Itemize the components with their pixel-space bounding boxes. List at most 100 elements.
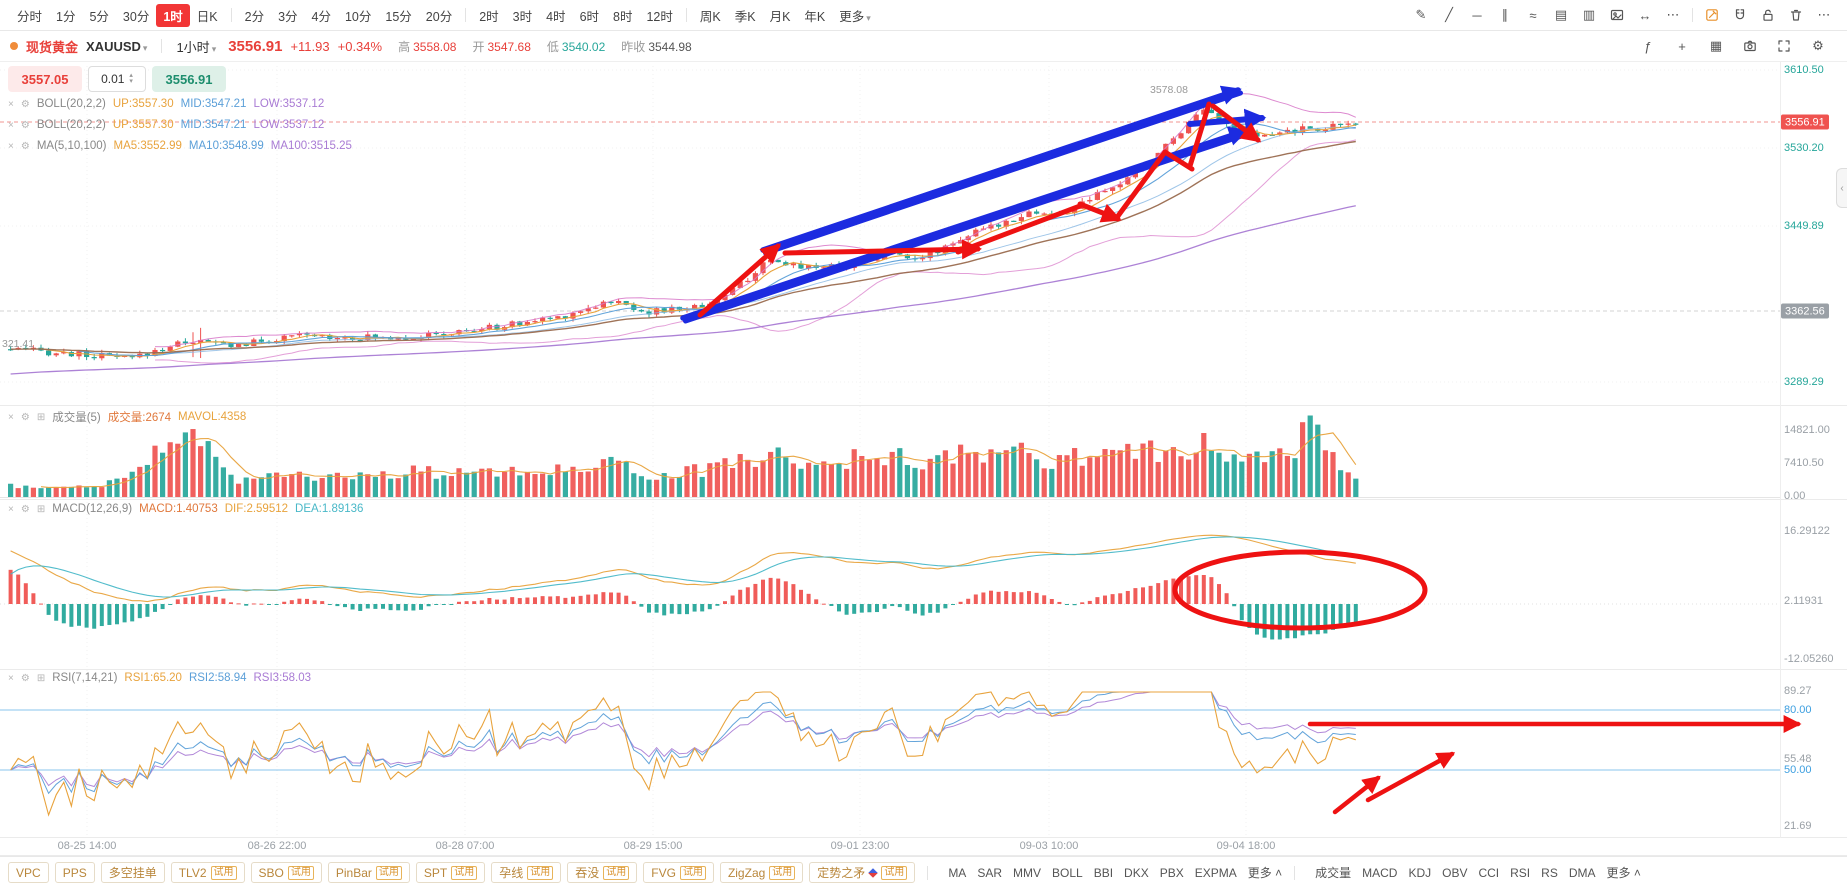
indicator-item-PBX[interactable]: PBX bbox=[1159, 865, 1184, 880]
step-down-icon[interactable]: ▾ bbox=[129, 78, 133, 85]
strategy-chip-TLV2[interactable]: TLV2 试用 bbox=[170, 862, 245, 883]
timeframe-2分[interactable]: 2分 bbox=[244, 9, 265, 24]
close-icon[interactable]: × bbox=[8, 98, 14, 110]
timeframe-4分[interactable]: 4分 bbox=[311, 9, 331, 24]
note-icon[interactable] bbox=[1699, 4, 1725, 26]
indicator-item-MMV[interactable]: MMV bbox=[1013, 865, 1041, 880]
indicator-item-BOLL[interactable]: BOLL bbox=[1052, 865, 1083, 880]
compare-icon[interactable]: + bbox=[1678, 38, 1686, 54]
indicator-item-RS[interactable]: RS bbox=[1541, 865, 1558, 880]
indicator-item-KDJ[interactable]: KDJ bbox=[1408, 865, 1432, 880]
more-timeframes-button[interactable]: 更多 ▾ bbox=[832, 4, 878, 27]
step-up-icon[interactable]: ▴ bbox=[129, 72, 133, 79]
indicator-item-SAR[interactable]: SAR bbox=[977, 865, 1002, 880]
indicator-item-DKX[interactable]: DKX bbox=[1124, 865, 1149, 880]
image-icon[interactable] bbox=[1604, 4, 1630, 26]
close-icon[interactable]: × bbox=[8, 119, 14, 131]
settings-icon[interactable]: ⚙ bbox=[20, 411, 30, 423]
indicator-item-BBI[interactable]: BBI bbox=[1093, 865, 1114, 880]
layout-icon[interactable]: ▦ bbox=[1709, 38, 1723, 53]
interval-selector[interactable]: 1小时 ▾ bbox=[176, 37, 216, 56]
ruler-icon[interactable]: ↔ bbox=[1638, 7, 1652, 23]
indicator-item-DMA[interactable]: DMA bbox=[1568, 865, 1596, 880]
timeframe-12时[interactable]: 12时 bbox=[646, 9, 673, 24]
strategy-chip-ZigZag[interactable]: ZigZag 试用 bbox=[719, 862, 804, 883]
strategy-chip-FVG[interactable]: FVG 试用 bbox=[643, 862, 714, 883]
indicator-item-MA[interactable]: MA bbox=[948, 865, 967, 880]
bars-pattern-icon[interactable]: ▥ bbox=[1582, 7, 1596, 22]
pattern-icon[interactable]: ▤ bbox=[1554, 7, 1568, 22]
indicator-item-MACD[interactable]: MACD bbox=[1362, 865, 1398, 880]
strategy-chip-定势之矛[interactable]: 定势之矛 试用 bbox=[809, 862, 916, 883]
fullscreen-icon[interactable] bbox=[1771, 35, 1797, 57]
indicator-item-OBV[interactable]: OBV bbox=[1442, 865, 1468, 880]
timeframe-季K[interactable]: 季K bbox=[734, 9, 756, 24]
maximize-icon[interactable]: ⊞ bbox=[36, 411, 46, 423]
timeframe-6时[interactable]: 6时 bbox=[579, 9, 600, 24]
horizontal-line-icon[interactable]: ─ bbox=[1472, 7, 1482, 23]
timeframe-1分[interactable]: 1分 bbox=[56, 9, 76, 24]
close-icon[interactable]: × bbox=[8, 411, 14, 423]
symbol-selector[interactable]: XAUUSD ▾ bbox=[86, 39, 147, 54]
close-icon[interactable]: × bbox=[8, 672, 14, 684]
timeframe-4时[interactable]: 4时 bbox=[546, 9, 566, 24]
settings-icon[interactable]: ⚙ bbox=[20, 119, 30, 131]
timeframe-30分[interactable]: 30分 bbox=[122, 9, 150, 24]
timeframe-月K[interactable]: 月K bbox=[769, 9, 791, 24]
strategy-chip-吞没[interactable]: 吞没 试用 bbox=[567, 862, 638, 883]
timeframe-日K[interactable]: 日K bbox=[196, 9, 218, 24]
timeframe-3时[interactable]: 3时 bbox=[512, 9, 533, 24]
strategy-chip-PinBar[interactable]: PinBar 试用 bbox=[327, 862, 410, 883]
strategy-chip-SPT[interactable]: SPT 试用 bbox=[415, 862, 486, 883]
close-icon[interactable]: × bbox=[8, 503, 14, 515]
buy-price-button[interactable]: 3556.91 bbox=[152, 66, 226, 92]
more-button[interactable]: 更多 ˄ bbox=[1247, 866, 1283, 880]
timeframe-2时[interactable]: 2时 bbox=[479, 9, 499, 24]
magnet-icon[interactable] bbox=[1727, 4, 1753, 26]
close-icon[interactable]: × bbox=[8, 140, 14, 152]
timeframe-15分[interactable]: 15分 bbox=[385, 9, 412, 24]
indicator-item-CCI[interactable]: CCI bbox=[1478, 865, 1500, 880]
timeframe-周K[interactable]: 周K bbox=[699, 9, 721, 24]
indicator-icon[interactable]: ƒ bbox=[1644, 38, 1652, 54]
timeframe-5分[interactable]: 5分 bbox=[89, 9, 109, 24]
indicator-item-RSI[interactable]: RSI bbox=[1510, 865, 1531, 880]
timeframe-8时[interactable]: 8时 bbox=[613, 9, 633, 24]
trash-icon[interactable] bbox=[1783, 4, 1809, 26]
chevron-down-icon: ▾ bbox=[211, 43, 217, 54]
strategy-chip-VPC[interactable]: VPC bbox=[8, 862, 49, 883]
settings-icon[interactable]: ⚙ bbox=[20, 672, 30, 684]
settings-icon[interactable]: ⚙ bbox=[1812, 38, 1824, 53]
trendline-icon[interactable]: ╱ bbox=[1445, 7, 1453, 22]
timeframe-3分[interactable]: 3分 bbox=[278, 9, 298, 24]
more-tools-icon[interactable]: ⋯ bbox=[1817, 7, 1831, 22]
more-button[interactable]: 更多 ˄ bbox=[1606, 866, 1641, 880]
strategy-chip-孕线[interactable]: 孕线 试用 bbox=[491, 862, 562, 883]
quantity-stepper[interactable]: 0.01 ▴ ▾ bbox=[88, 66, 146, 92]
strategy-chip-多空挂单[interactable]: 多空挂单 bbox=[100, 862, 165, 883]
settings-icon[interactable]: ⚙ bbox=[20, 503, 30, 515]
pencil-icon[interactable]: ✎ bbox=[1415, 7, 1427, 22]
timeframe-年K[interactable]: 年K bbox=[804, 9, 826, 24]
parallel-channel-icon[interactable]: ∥ bbox=[1501, 7, 1509, 22]
indicator-item-EXPMA[interactable]: EXPMA bbox=[1194, 865, 1237, 880]
collapse-axis-handle[interactable]: ‹ bbox=[1836, 168, 1847, 208]
timeframe-20分[interactable]: 20分 bbox=[425, 9, 453, 24]
unlock-icon[interactable] bbox=[1755, 4, 1781, 26]
maximize-icon[interactable]: ⊞ bbox=[36, 503, 46, 515]
timeframe-1时[interactable]: 1时 bbox=[156, 3, 190, 27]
sell-price-button[interactable]: 3557.05 bbox=[8, 66, 82, 92]
symbol-name[interactable]: 现货黄金 bbox=[26, 39, 79, 55]
strategy-chip-SBO[interactable]: SBO 试用 bbox=[250, 862, 322, 883]
strategy-chip-PPS[interactable]: PPS bbox=[54, 862, 95, 883]
timeframe-分时[interactable]: 分时 bbox=[17, 9, 43, 24]
camera-icon[interactable] bbox=[1737, 35, 1763, 57]
settings-icon[interactable]: ⚙ bbox=[20, 98, 30, 110]
boll-up-value: UP:3557.30 bbox=[112, 119, 174, 131]
more-tools-icon[interactable]: ⋯ bbox=[1666, 7, 1680, 22]
brush-icon[interactable]: ≈ bbox=[1529, 7, 1537, 23]
timeframe-10分[interactable]: 10分 bbox=[344, 9, 372, 24]
maximize-icon[interactable]: ⊞ bbox=[36, 672, 46, 684]
settings-icon[interactable]: ⚙ bbox=[20, 140, 30, 152]
indicator-item-成交量[interactable]: 成交量 bbox=[1315, 866, 1352, 880]
